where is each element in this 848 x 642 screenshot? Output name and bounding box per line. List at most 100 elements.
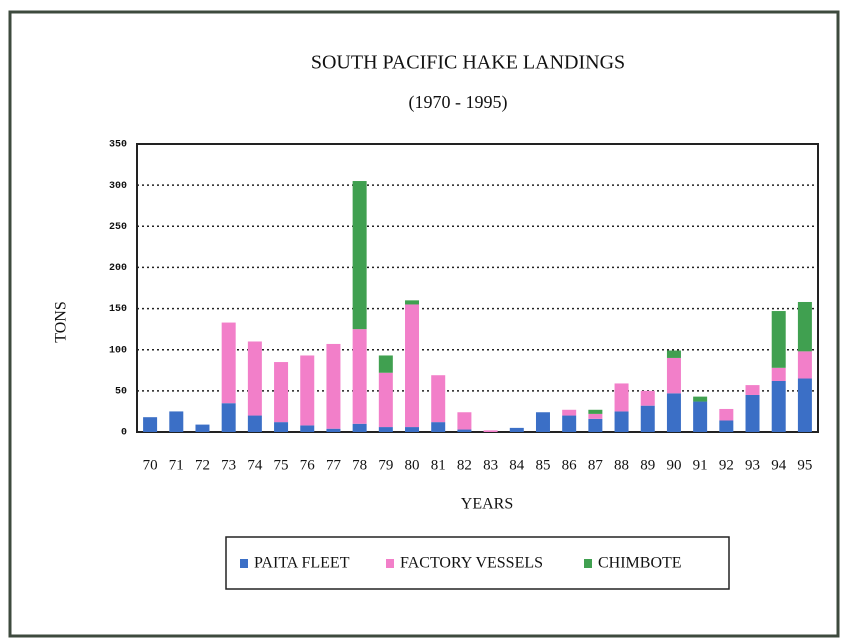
- bar-segment: [614, 383, 629, 412]
- x-tick-label: 92: [719, 457, 734, 473]
- bar-segment: [247, 415, 262, 432]
- chart-subtitle: (1970 - 1995): [409, 92, 508, 113]
- bar-segment: [169, 411, 184, 432]
- y-tick-label: 200: [109, 263, 127, 274]
- x-tick-label: 95: [797, 457, 812, 473]
- legend-marker: [386, 559, 394, 568]
- bar-segment: [693, 401, 708, 432]
- y-axis-label: TONS: [53, 301, 70, 343]
- x-tick-label: 81: [431, 457, 446, 473]
- bar-segment: [300, 425, 315, 432]
- bar-segment: [719, 408, 734, 421]
- bar-segment: [378, 427, 393, 432]
- bar-segment: [771, 311, 786, 368]
- bar-segment: [588, 418, 603, 432]
- bar-segment: [195, 424, 210, 432]
- legend-label: PAITA FLEET: [254, 555, 350, 572]
- bar-segment: [693, 396, 708, 402]
- x-tick-label: 79: [378, 457, 393, 473]
- bar-segment: [457, 429, 472, 432]
- bar-segment: [300, 355, 315, 426]
- bar-segment: [405, 300, 420, 305]
- x-tick-label: 86: [562, 457, 578, 473]
- x-tick-label: 80: [405, 457, 420, 473]
- bar-segment: [509, 427, 524, 432]
- x-tick-label: 76: [300, 457, 316, 473]
- bar-segment: [326, 428, 341, 432]
- y-tick-label: 150: [109, 304, 127, 315]
- bar-segment: [745, 394, 760, 432]
- legend-marker: [240, 559, 248, 568]
- bar-segment: [588, 413, 603, 419]
- bar-segment: [431, 422, 446, 432]
- x-tick-label: 77: [326, 457, 342, 473]
- x-tick-label: 84: [509, 457, 525, 473]
- bar-segment: [274, 362, 289, 423]
- bar-segment: [666, 350, 681, 358]
- x-tick-label: 70: [143, 457, 158, 473]
- x-tick-label: 93: [745, 457, 760, 473]
- bar-segment: [483, 430, 498, 432]
- x-axis-label: YEARS: [461, 496, 513, 513]
- x-tick-label: 75: [274, 457, 289, 473]
- bar-segment: [221, 403, 236, 432]
- x-tick-label: 73: [221, 457, 236, 473]
- bar-segment: [221, 322, 236, 404]
- bar-segment: [274, 422, 289, 432]
- bar-segment: [247, 341, 262, 416]
- bar-segment: [378, 355, 393, 373]
- bar-segment: [666, 357, 681, 394]
- bar-segment: [745, 385, 760, 395]
- bar-segment: [719, 420, 734, 432]
- x-tick-label: 74: [247, 457, 263, 473]
- bar-segment: [588, 409, 603, 414]
- bar-segment: [771, 367, 786, 381]
- bar-segment: [405, 427, 420, 432]
- x-tick-label: 83: [483, 457, 498, 473]
- y-tick-label: 350: [109, 140, 127, 151]
- y-tick-label: 300: [109, 181, 127, 192]
- x-tick-label: 91: [693, 457, 708, 473]
- y-tick-label: 100: [109, 345, 127, 356]
- bar-segment: [797, 301, 812, 352]
- bar-segment: [405, 304, 420, 428]
- bar-segment: [378, 372, 393, 428]
- x-tick-label: 87: [588, 457, 604, 473]
- bar-segment: [352, 423, 367, 432]
- bar-segment: [771, 380, 786, 432]
- bar-segment: [457, 412, 472, 430]
- x-tick-label: 78: [352, 457, 367, 473]
- bar-segment: [666, 393, 681, 432]
- x-tick-label: 82: [457, 457, 472, 473]
- chart-title: SOUTH PACIFIC HAKE LANDINGS: [311, 52, 625, 74]
- x-tick-label: 85: [535, 457, 550, 473]
- frame: [8, 10, 840, 638]
- legend-marker: [584, 559, 592, 568]
- x-tick-label: 88: [614, 457, 629, 473]
- y-tick-label: 50: [115, 386, 127, 397]
- y-tick-label: 0: [121, 428, 127, 439]
- x-tick-label: 90: [666, 457, 681, 473]
- x-tick-label: 72: [195, 457, 210, 473]
- bar-segment: [326, 343, 341, 429]
- bar-segment: [562, 415, 577, 432]
- bar-segment: [640, 390, 655, 406]
- bar-segment: [535, 412, 550, 432]
- plot-area: [136, 143, 819, 433]
- bar-segment: [797, 351, 812, 379]
- bar-segment: [352, 329, 367, 424]
- bar-segment: [352, 181, 367, 330]
- x-tick-label: 89: [640, 457, 655, 473]
- x-tick-label: 94: [771, 457, 787, 473]
- bar-segment: [640, 405, 655, 432]
- bar-segment: [614, 411, 629, 432]
- bar-segment: [431, 375, 446, 423]
- bar-segment: [562, 409, 577, 416]
- legend-label: CHIMBOTE: [598, 555, 682, 572]
- legend-label: FACTORY VESSELS: [400, 555, 543, 572]
- x-tick-label: 71: [169, 457, 184, 473]
- y-tick-label: 250: [109, 222, 127, 233]
- bar-segment: [143, 417, 158, 432]
- bar-segment: [797, 378, 812, 432]
